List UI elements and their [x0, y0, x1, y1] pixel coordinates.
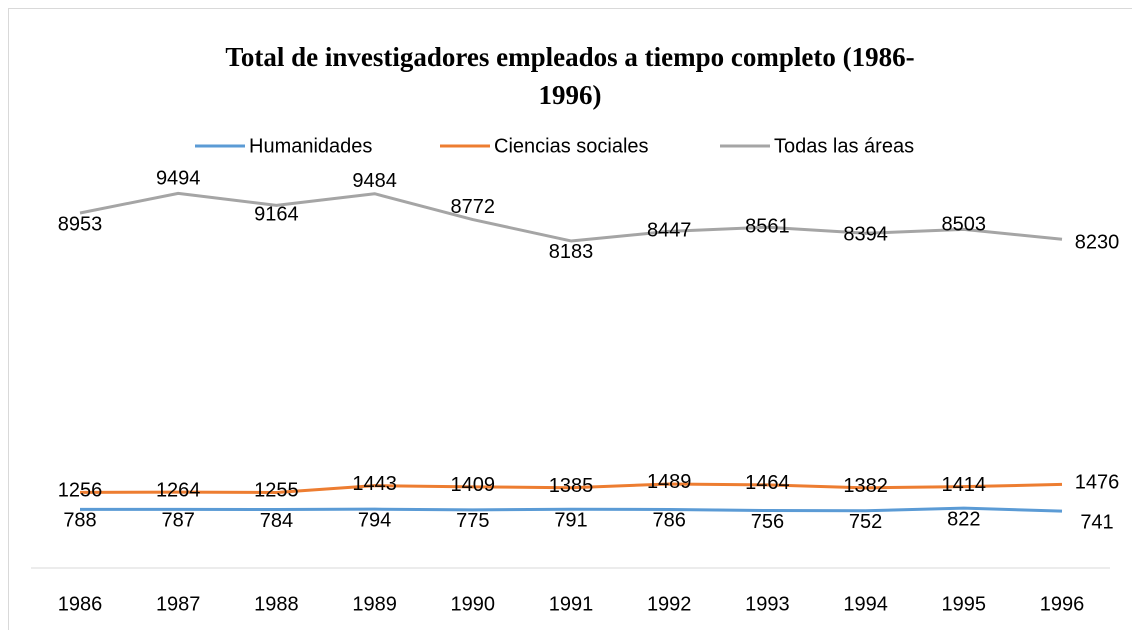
data-label: 822: [947, 508, 980, 530]
chart-border: [8, 8, 1132, 630]
legend-label: Ciencias sociales: [494, 135, 649, 157]
data-label: 1382: [843, 475, 888, 497]
data-label: 1476: [1075, 472, 1120, 494]
x-tick-label: 1994: [843, 593, 888, 615]
x-tick-label: 1987: [156, 593, 201, 615]
data-label: 1264: [156, 479, 201, 501]
chart-title: Total de investigadores empleados a tiem…: [225, 42, 915, 110]
data-label: 1255: [254, 480, 299, 502]
data-label: 8230: [1075, 232, 1120, 254]
data-label: 1256: [58, 480, 103, 502]
data-label: 741: [1080, 511, 1113, 533]
data-label: 752: [849, 511, 882, 533]
data-label: 8561: [745, 216, 790, 238]
data-label: 775: [456, 510, 489, 532]
data-label: 8503: [942, 214, 987, 236]
data-label: 8447: [647, 220, 692, 242]
data-label: 786: [653, 510, 686, 532]
x-tick-label: 1992: [647, 593, 692, 615]
data-label: 9484: [352, 170, 397, 192]
series-line: [79, 482, 1063, 494]
data-label: 1414: [942, 474, 987, 496]
x-tick-label: 1996: [1040, 593, 1085, 615]
data-label: 1385: [549, 475, 594, 497]
data-label: 784: [260, 510, 293, 532]
data-label: 787: [162, 510, 195, 532]
x-tick-label: 1995: [942, 593, 987, 615]
data-label: 788: [63, 510, 96, 532]
data-label: 8953: [58, 213, 103, 235]
series-line: [79, 506, 1063, 513]
data-label: 794: [358, 509, 391, 531]
legend-label: Todas las áreas: [774, 135, 914, 157]
data-label: 8772: [451, 196, 496, 218]
data-label: 9494: [156, 168, 201, 190]
data-label: 8183: [549, 241, 594, 263]
data-label: 756: [751, 511, 784, 533]
x-tick-label: 1991: [549, 593, 594, 615]
data-label: 1464: [745, 472, 790, 494]
data-label: 9164: [254, 204, 299, 226]
x-tick-label: 1986: [58, 593, 103, 615]
series-line: [79, 191, 1063, 243]
data-label: 1489: [647, 471, 692, 493]
x-tick-label: 1989: [352, 593, 397, 615]
legend-label: Humanidades: [249, 135, 372, 157]
data-label: 1443: [352, 473, 397, 495]
x-tick-label: 1993: [745, 593, 790, 615]
data-label: 8394: [843, 224, 888, 246]
data-label: 1409: [451, 474, 496, 496]
x-tick-label: 1988: [254, 593, 299, 615]
x-tick-label: 1990: [451, 593, 496, 615]
data-label: 791: [554, 510, 587, 532]
